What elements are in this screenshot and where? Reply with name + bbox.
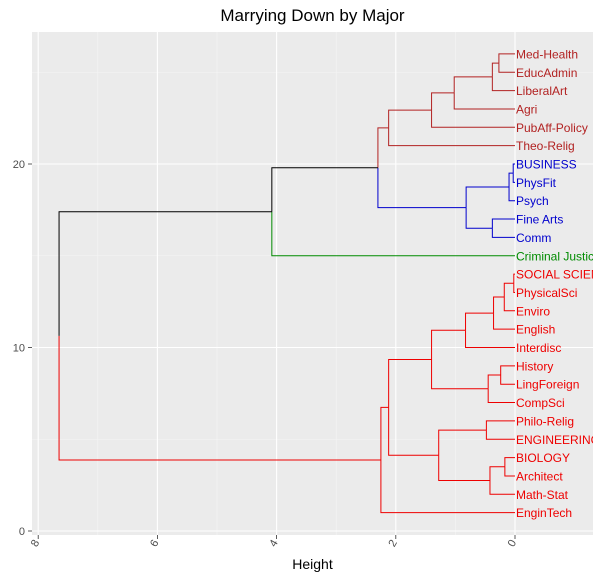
dendrogram-branch: [498, 63, 515, 73]
dendrogram-branch: [377, 167, 467, 209]
dendrogram-branch: [388, 127, 515, 147]
dendrogram-branch: [512, 173, 515, 183]
leaf-label: Comm: [516, 231, 551, 245]
x-tick-label: 4: [267, 538, 280, 549]
x-axis-label: Height: [292, 556, 333, 572]
dendrogram-branch: [487, 388, 515, 404]
dendrogram-branch: [388, 109, 432, 128]
leaf-label: ENGINEERING: [516, 433, 600, 447]
leaf-label: CompSci: [516, 396, 565, 410]
leaf-label: PubAff-Policy: [516, 121, 588, 135]
dendrogram-branch: [431, 110, 515, 128]
dendrogram-branch: [453, 92, 515, 110]
dendrogram-branch: [431, 329, 466, 360]
leaf-label: EducAdmin: [516, 66, 577, 80]
y-tick-label: 0: [19, 526, 25, 538]
leaf-label: LingForeign: [516, 378, 579, 392]
dendrogram-branch: [503, 297, 515, 312]
leaf-label: Interdisc: [516, 341, 561, 355]
dendrogram-branch: [465, 330, 515, 348]
dendrogram-branch: [489, 480, 515, 495]
dendrogram-branch: [491, 62, 499, 77]
dendrogram-branch: [431, 92, 455, 111]
dendrogram-branch: [498, 53, 515, 64]
dendrogram-branch: [493, 313, 515, 330]
leaf-label: History: [516, 359, 553, 373]
dendrogram-branch: [271, 167, 378, 212]
leaf-label: English: [516, 323, 555, 337]
leaf-label: Criminal Justice: [516, 249, 600, 263]
dendrogram-branch: [508, 172, 514, 187]
dendrogram-branch: [491, 228, 515, 238]
dendrogram-branch: [503, 282, 514, 298]
x-tick-label: 0: [506, 538, 519, 549]
dendrogram-branch: [377, 127, 389, 168]
leaf-label: Psych: [516, 194, 549, 208]
dendrogram-branch: [485, 420, 515, 431]
leaf-label: Fine Arts: [516, 213, 563, 227]
dendrogram-branch: [491, 218, 515, 229]
dendrogram-branch: [504, 457, 515, 467]
dendrogram-branch: [431, 359, 489, 390]
leaf-label: Enviro: [516, 304, 550, 318]
x-tick-label: 2: [386, 538, 399, 549]
dendrogram-branch: [489, 466, 505, 481]
dendrogram-branch: [380, 406, 389, 461]
dendrogram-branch: [465, 186, 510, 208]
leaf-label: EnginTech: [516, 506, 572, 520]
dendrogram-branch: [504, 466, 515, 477]
dendrogram-branch: [438, 429, 487, 456]
dendrogram-branch: [58, 211, 272, 336]
dendrogram-branch: [493, 296, 505, 314]
dendrogram-branch: [508, 186, 515, 202]
dendrogram-branch: [487, 374, 501, 389]
leaf-label: Math-Stat: [516, 488, 569, 502]
leaf-label: PhysicalSci: [516, 286, 577, 300]
dendrogram-branch: [453, 76, 493, 93]
dendrogram-branch: [465, 312, 494, 331]
dendrogram-branch: [485, 430, 515, 440]
dendrogram-branch: [500, 365, 515, 376]
y-tick-label: 20: [13, 159, 25, 171]
leaf-label: Med-Health: [516, 47, 578, 61]
dendrogram-branch: [500, 375, 515, 385]
chart-title: Marrying Down by Major: [220, 6, 405, 25]
leaf-label: Architect: [516, 469, 563, 483]
dendrogram-branch: [491, 76, 515, 92]
leaf-label: Theo-Relig: [516, 139, 575, 153]
plot-panel: [32, 32, 593, 535]
dendrogram-branch: [380, 460, 515, 514]
dendrogram-branch: [438, 455, 490, 482]
dendrogram-branch: [513, 273, 515, 284]
leaf-label: Agri: [516, 102, 537, 116]
leaf-label: BIOLOGY: [516, 451, 570, 465]
dendrogram-branch: [388, 407, 439, 456]
leaf-label: LiberalArt: [516, 84, 568, 98]
dendrogram-branch: [58, 335, 381, 461]
y-tick-label: 10: [13, 343, 25, 355]
leaf-label: BUSINESS: [516, 158, 577, 172]
dendrogram-branch: [465, 207, 493, 229]
leaf-label: PhysFit: [516, 176, 557, 190]
dendrogram-branch: [512, 163, 515, 174]
leaf-label: SOCIAL SCIENCE: [516, 268, 600, 282]
dendrogram-branch: [513, 283, 515, 293]
leaf-label: Philo-Relig: [516, 414, 574, 428]
x-tick-label: 6: [148, 538, 161, 549]
x-tick-label: 8: [29, 538, 42, 549]
dendrogram-branch: [271, 211, 515, 257]
dendrogram-branch: [388, 359, 432, 408]
